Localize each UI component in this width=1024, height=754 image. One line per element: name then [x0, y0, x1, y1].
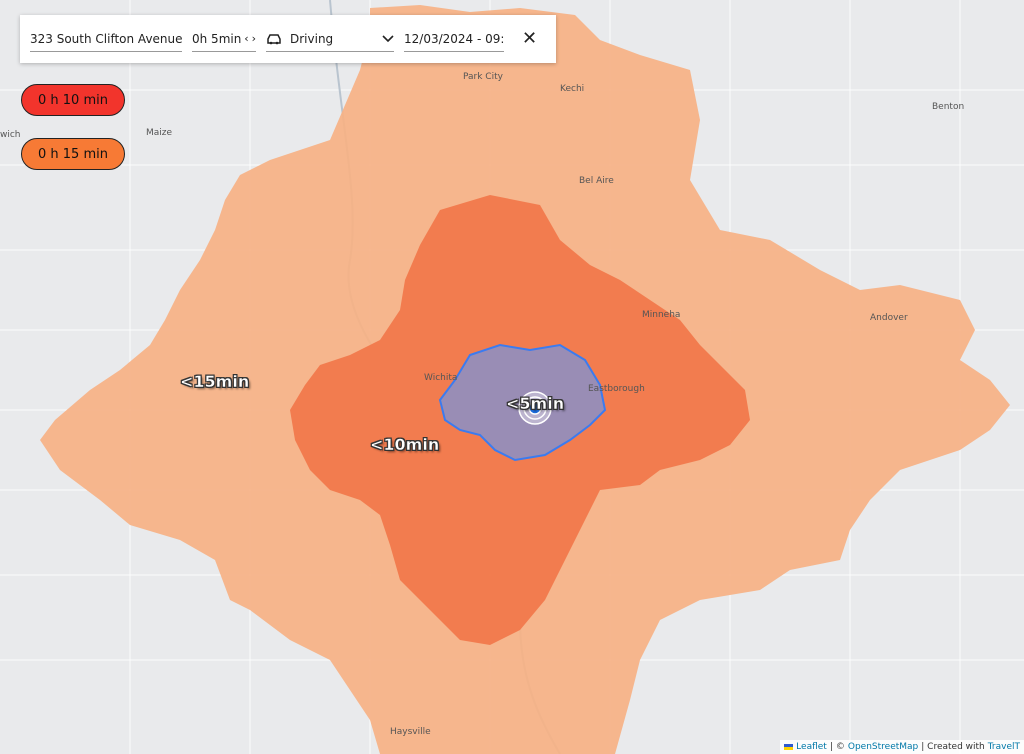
address-value: 323 South Clifton Avenue, Wic [30, 31, 182, 46]
created-with-text: | Created with [921, 742, 985, 752]
openstreetmap-link[interactable]: OpenStreetMap [847, 742, 919, 752]
search-toolbar: 323 South Clifton Avenue, Wic 0h 5min ‹ … [20, 15, 556, 63]
copyright-symbol: © [835, 742, 845, 752]
legend-15min-label: 0 h 15 min [38, 146, 108, 162]
map-attribution: Leaflet | © OpenStreetMap | Created with… [780, 740, 1024, 754]
time-prev-button[interactable]: ‹ [244, 32, 249, 45]
car-icon [267, 33, 281, 44]
place-label-wichita-left: wich [0, 130, 21, 140]
legend-10min-button[interactable]: 0 h 10 min [21, 84, 125, 116]
legend-15min-button[interactable]: 0 h 15 min [21, 138, 125, 170]
travel-mode-select[interactable]: Driving [266, 27, 394, 52]
isochrone-5min[interactable] [438, 343, 607, 462]
ukraine-flag-icon [784, 744, 794, 750]
leaflet-link[interactable]: Leaflet [796, 742, 827, 752]
address-input[interactable]: 323 South Clifton Avenue, Wic [30, 27, 182, 52]
place-label-maize: Maize [146, 128, 173, 138]
place-label-wichita: Wichita [424, 373, 458, 383]
close-icon[interactable]: ✕ [522, 28, 538, 49]
legend-10min-label: 0 h 10 min [38, 92, 108, 108]
attribution-separator: | [829, 742, 833, 752]
datetime-value: 12/03/2024 - 09:36 [404, 31, 504, 46]
zone-label-5min: <5min [506, 394, 565, 413]
place-label-andover: Andover [870, 313, 908, 323]
time-next-button[interactable]: › [251, 32, 256, 45]
place-label-eastborough: Eastborough [588, 384, 645, 394]
place-label-minneha: Minneha [642, 310, 681, 320]
location-marker-icon[interactable] [518, 391, 552, 425]
place-label-haysville: Haysville [390, 727, 431, 737]
traveltime-link[interactable]: TravelT [987, 742, 1020, 752]
chevron-down-icon [382, 34, 394, 42]
zone-label-15min: <15min [180, 372, 250, 391]
place-label-kechi: Kechi [560, 84, 585, 94]
datetime-input[interactable]: 12/03/2024 - 09:36 [404, 27, 504, 52]
time-selector[interactable]: 0h 5min ‹ › [192, 27, 256, 52]
zone-label-10min: <10min [370, 435, 440, 454]
place-label-park-city: Park City [463, 72, 503, 82]
place-label-benton: Benton [932, 102, 965, 112]
travel-mode-value: Driving [290, 31, 334, 46]
place-label-bel-aire: Bel Aire [579, 176, 614, 186]
time-value: 0h 5min [192, 31, 242, 46]
